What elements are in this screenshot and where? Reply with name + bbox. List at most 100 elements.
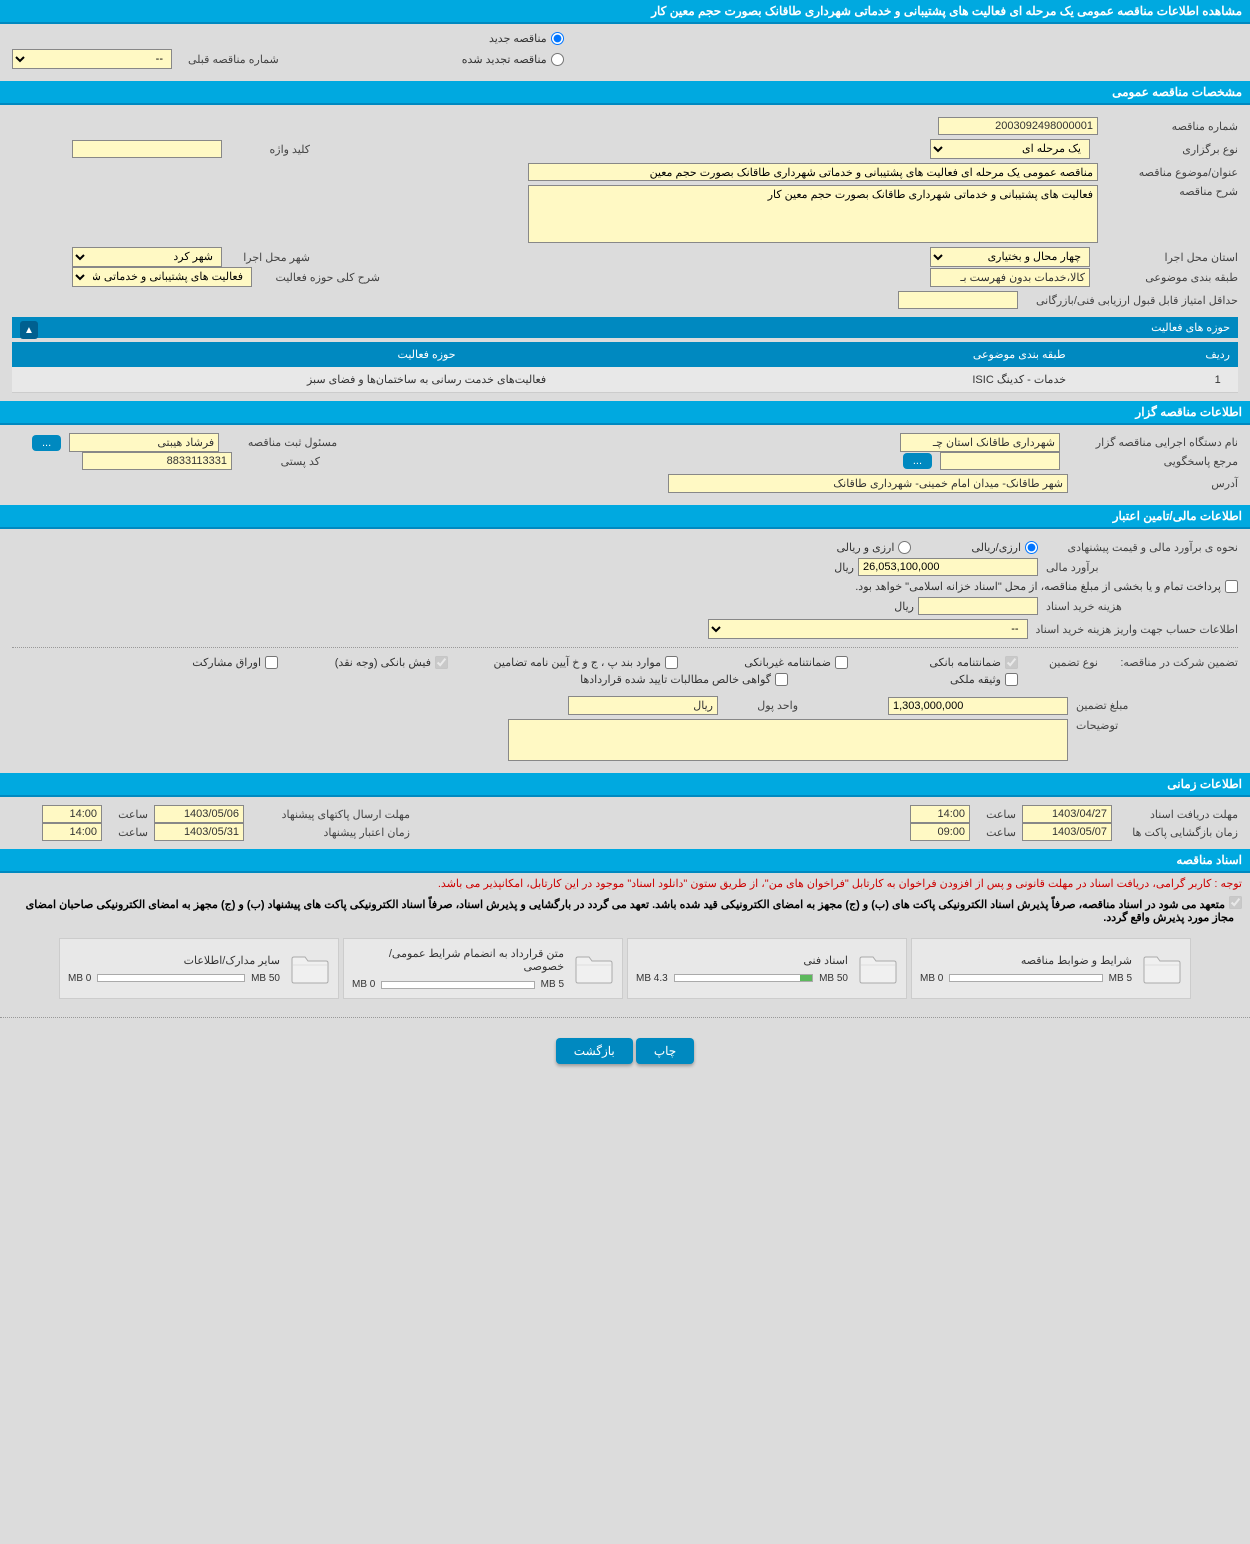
chk-regulation-label: موارد بند پ ، ج و خ آیین نامه تضامین — [494, 656, 661, 669]
chk-nonbank-guarantee[interactable] — [835, 656, 848, 669]
doc-item[interactable]: سایر مدارک/اطلاعات 50 MB 0 MB — [59, 938, 339, 999]
doc-item[interactable]: متن قرارداد به انضمام شرایط عمومی/خصوصی … — [343, 938, 623, 999]
time-label-1: ساعت — [976, 808, 1016, 821]
keyword-input[interactable] — [72, 140, 222, 158]
account-info-label: اطلاعات حساب جهت واریز هزینه خرید اسناد — [1028, 623, 1238, 636]
chk-property-label: وثیقه ملکی — [950, 673, 1001, 686]
time-label-4: ساعت — [108, 826, 148, 839]
radio-renewed-label: مناقصه تجدید شده — [462, 53, 547, 66]
folder-icon — [574, 953, 614, 985]
org-value: شهرداری طاقانک استان چـ — [900, 433, 1060, 452]
doc-cost-label: هزینه خرید اسناد — [1038, 600, 1238, 613]
folder-icon — [1142, 953, 1182, 985]
postal-value: 8833113331 — [82, 452, 232, 470]
islamic-checkbox[interactable] — [1225, 580, 1238, 593]
page-title: مشاهده اطلاعات مناقصه عمومی یک مرحله ای … — [0, 0, 1250, 24]
address-label: آدرس — [1068, 477, 1238, 490]
chk-property[interactable] — [1005, 673, 1018, 686]
validity-time: 14:00 — [42, 823, 102, 841]
col-category: طبقه بندی موضوعی — [841, 342, 1197, 367]
registrar-label: مسئول ثبت مناقصه — [227, 436, 337, 449]
doc-notice-2: متعهد می شود در اسناد مناقصه، صرفاً پذیر… — [8, 894, 1242, 928]
back-button[interactable]: بازگشت — [556, 1038, 633, 1064]
registrar-more-button[interactable]: ... — [32, 435, 61, 451]
doc-title: اسناد فنی — [636, 954, 848, 967]
chk-bank-guarantee[interactable] — [1005, 656, 1018, 669]
section-timing: اطلاعات زمانی — [0, 773, 1250, 797]
table-row: 1خدمات - کدینگ ISICفعالیت‌های خدمت رسانی… — [12, 367, 1238, 393]
envelope-send-label: مهلت ارسال پاکتهای پیشنهاد — [250, 808, 410, 821]
chk-regulation[interactable] — [665, 656, 678, 669]
address-value: شهر طاقانک- میدان امام خمینی- شهرداری طا… — [668, 474, 1068, 493]
print-button[interactable]: چاپ — [636, 1038, 694, 1064]
activities-header: حوزه های فعالیت ▲ — [12, 317, 1238, 338]
category-value: کالا،خدمات بدون فهرست بـ — [930, 268, 1090, 287]
type-select[interactable]: یک مرحله ای — [930, 139, 1090, 159]
chk-securities-label: اوراق مشارکت — [192, 656, 261, 669]
time-label-2: ساعت — [108, 808, 148, 821]
chk-bank-slip[interactable] — [435, 656, 448, 669]
guarantee-type-label: نوع تضمین — [1018, 656, 1098, 669]
doc-progress-bar — [674, 974, 813, 982]
doc-item[interactable]: شرایط و ضوابط مناقصه 5 MB 0 MB — [911, 938, 1191, 999]
doc-total: 5 MB — [541, 979, 564, 990]
postal-label: کد پستی — [240, 455, 320, 468]
activity-scope-select[interactable]: فعالیت های پشتیبانی و خدماتی شهرداری طاق… — [72, 267, 252, 287]
prev-number-label: شماره مناقصه قبلی — [180, 53, 279, 66]
folder-icon — [858, 953, 898, 985]
chk-securities[interactable] — [265, 656, 278, 669]
prev-number-select[interactable]: -- — [12, 49, 172, 69]
keyword-label: کلید واژه — [230, 143, 310, 156]
min-score-input[interactable] — [898, 291, 1018, 309]
guarantee-title: تضمین شرکت در مناقصه: — [1098, 656, 1238, 669]
org-label: نام دستگاه اجرایی مناقصه گزار — [1068, 436, 1238, 449]
subject-input[interactable] — [528, 163, 1098, 181]
col-row: ردیف — [1197, 342, 1238, 367]
radio-rial[interactable] — [1025, 541, 1038, 554]
radio-renewed-tender[interactable] — [551, 53, 564, 66]
activity-scope-label: شرح کلی حوزه فعالیت — [260, 271, 380, 284]
section-documents: اسناد مناقصه — [0, 849, 1250, 873]
contact-input[interactable] — [940, 452, 1060, 470]
doc-item[interactable]: اسناد فنی 50 MB 4.3 MB — [627, 938, 907, 999]
doc-used: 0 MB — [920, 973, 943, 984]
exec-province-select[interactable]: چهار محال و بختیاری — [930, 247, 1090, 267]
section-organizer: اطلاعات مناقصه گزار — [0, 401, 1250, 425]
collapse-icon[interactable]: ▲ — [20, 321, 38, 339]
doc-title: سایر مدارک/اطلاعات — [68, 954, 280, 967]
doc-consent-checkbox[interactable] — [1229, 896, 1242, 909]
guarantee-amount-input[interactable] — [888, 697, 1068, 715]
chk-receivables-label: گواهی خالص مطالبات تایید شده قراردادها — [580, 673, 771, 686]
estimate-input[interactable] — [858, 558, 1038, 576]
radio-new-tender[interactable] — [551, 32, 564, 45]
chk-receivables[interactable] — [775, 673, 788, 686]
doc-used: 4.3 MB — [636, 973, 668, 984]
doc-title: متن قرارداد به انضمام شرایط عمومی/خصوصی — [352, 947, 564, 973]
envelope-send-date: 1403/05/06 — [154, 805, 244, 823]
activities-table: ردیف طبقه بندی موضوعی حوزه فعالیت 1خدمات… — [12, 342, 1238, 393]
doc-notice-1: توجه : کاربر گرامی، دریافت اسناد در مهلت… — [0, 873, 1250, 894]
chk-nonbank-guarantee-label: ضمانتنامه غیربانکی — [744, 656, 831, 669]
type-label: نوع برگزاری — [1098, 143, 1238, 156]
doc-title: شرایط و ضوابط مناقصه — [920, 954, 1132, 967]
estimate-currency: ریال — [834, 561, 854, 574]
contact-more-button[interactable]: ... — [903, 453, 932, 469]
exec-city-select[interactable]: شهر کرد — [72, 247, 222, 267]
section-financial: اطلاعات مالی/تامین اعتبار — [0, 505, 1250, 529]
time-label-3: ساعت — [976, 826, 1016, 839]
tender-no-label: شماره مناقصه — [1098, 120, 1238, 133]
tender-no-value: 2003092498000001 — [938, 117, 1098, 135]
doc-receive-date: 1403/04/27 — [1022, 805, 1112, 823]
currency-unit-label: واحد پول — [718, 699, 798, 712]
radio-both[interactable] — [898, 541, 911, 554]
validity-label: زمان اعتبار پیشنهاد — [250, 826, 410, 839]
notes-textarea[interactable] — [508, 719, 1068, 761]
desc-textarea[interactable]: فعالیت های پشتیبانی و خدماتی شهرداری طاق… — [528, 185, 1098, 243]
doc-total: 5 MB — [1109, 973, 1132, 984]
doc-cost-input[interactable] — [918, 597, 1038, 615]
exec-city-label: شهر محل اجرا — [230, 251, 310, 264]
radio-rial-label: ارزی/ریالی — [971, 541, 1021, 554]
envelope-send-time: 14:00 — [42, 805, 102, 823]
account-info-select[interactable]: -- — [708, 619, 1028, 639]
doc-used: 0 MB — [352, 979, 375, 990]
